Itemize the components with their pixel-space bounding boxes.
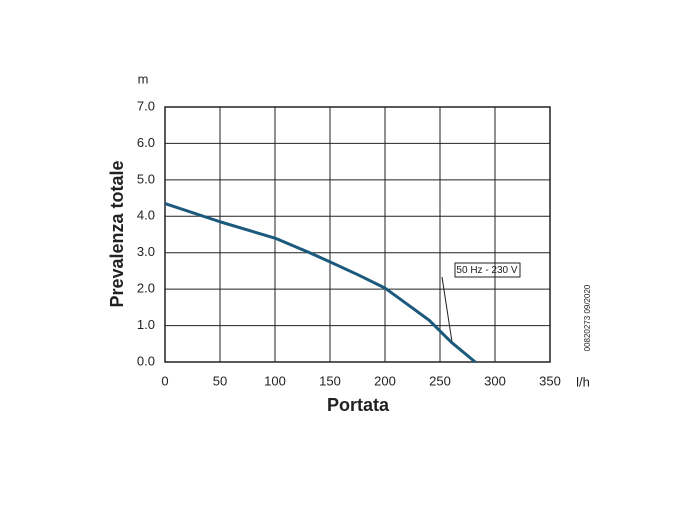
x-axis-label: Portata [327,395,390,415]
x-tick-label: 100 [264,373,286,388]
x-tick-label: 300 [484,373,506,388]
y-tick-label: 0.0 [137,353,155,368]
y-tick-label: 1.0 [137,317,155,332]
y-tick-label: 5.0 [137,171,155,186]
y-unit: m [138,71,149,86]
x-tick-label: 0 [161,373,168,388]
x-tick-label: 50 [213,373,227,388]
y-tick-label: 2.0 [137,281,155,296]
y-axis-label: Prevalenza totale [107,160,127,307]
annotation-leader [441,276,453,343]
x-tick-label: 150 [319,373,341,388]
x-tick-label: 250 [429,373,451,388]
x-tick-label: 200 [374,373,396,388]
y-tick-label: 3.0 [137,244,155,259]
curve [164,202,477,364]
x-unit: l/h [576,374,590,389]
annotation: 50 Hz - 230 V [456,265,517,276]
y-tick-label: 7.0 [137,98,155,113]
y-tick-label: 4.0 [137,208,155,223]
annotation-box [454,262,521,278]
code: 00820273 09/2020 [583,284,592,351]
x-tick-label: 350 [539,373,561,388]
plot-frame [164,106,551,363]
y-tick-label: 6.0 [137,135,155,150]
